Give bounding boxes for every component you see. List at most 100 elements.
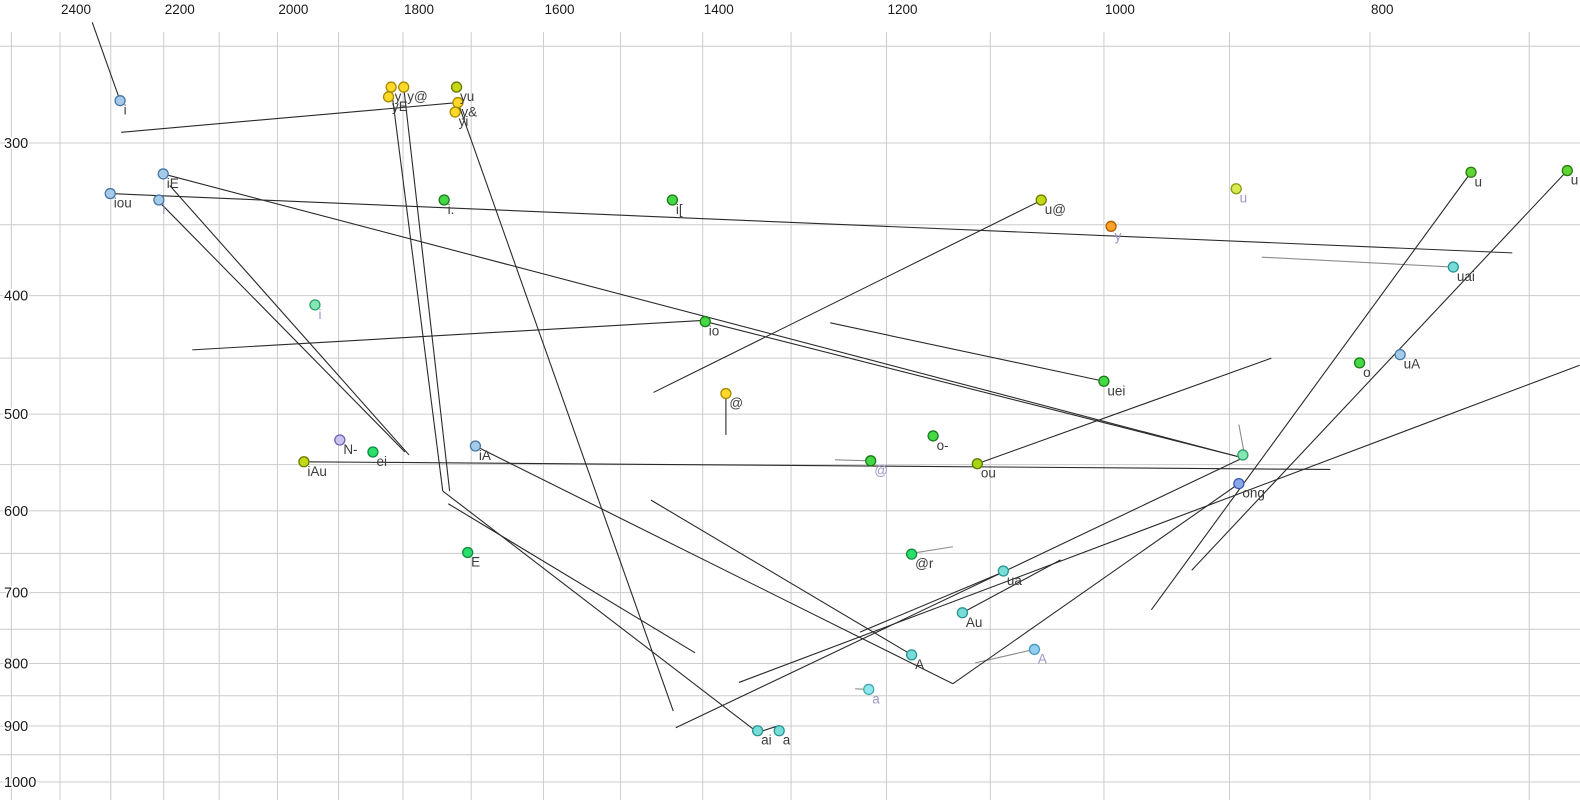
x-axis-tick-label: 1400: [704, 2, 734, 17]
trajectory-line: [390, 87, 444, 492]
data-point-uai: [1447, 261, 1459, 273]
data-point-i[: [666, 194, 679, 206]
x-axis-tick-label: 1600: [544, 2, 574, 17]
data-point-u@: [1035, 194, 1047, 206]
point-label-iA: iA: [479, 448, 491, 463]
point-label-y&: y&: [461, 105, 477, 120]
trajectory-line: [1150, 171, 1472, 611]
data-point-ai: [751, 725, 764, 737]
y-axis-tick-label: 700: [4, 586, 28, 602]
point-label-ua: ua: [1007, 573, 1023, 588]
data-point-@r: [905, 548, 918, 560]
data-point-E: [462, 546, 474, 559]
trajectory-line: [675, 457, 1244, 729]
data-point-iE: [157, 168, 169, 180]
trajectory-line: [447, 503, 696, 654]
point-label-ong: ong: [1242, 486, 1265, 501]
point-label-yi: yi: [459, 114, 469, 129]
x-axis-tick-label: 800: [1371, 2, 1394, 17]
gray-trajectory-line: [1238, 424, 1245, 454]
trajectory-line: [977, 357, 1272, 465]
trajectory-line: [650, 499, 912, 656]
trajectory-line: [1191, 170, 1568, 571]
gray-trajectory-line: [1261, 256, 1454, 268]
gray-trajectories: [834, 256, 1454, 690]
trajectory-line: [158, 201, 406, 453]
point-label-y: y: [1115, 228, 1122, 243]
data-point-i: [309, 299, 321, 311]
trajectory-line: [830, 322, 1105, 382]
point-label-@r: @r: [915, 556, 934, 571]
trajectory-line: [121, 102, 458, 133]
data-point-yE: [382, 91, 395, 103]
x-axis-tick-label: 1800: [404, 2, 434, 17]
data-point-ong: [1233, 477, 1245, 490]
data-point-@: [865, 455, 877, 467]
point-label-@: @: [729, 396, 743, 411]
point-label-io: io: [709, 324, 720, 339]
x-axis-tick-label: 1200: [888, 2, 918, 17]
data-point-uA: [1394, 348, 1406, 361]
trajectory-line: [442, 490, 758, 733]
x-axis-tick-label: 2000: [278, 2, 308, 17]
trajectory-line: [705, 321, 1243, 459]
x-axis-tick-label: 1000: [1105, 2, 1135, 17]
trajectory-line: [110, 193, 1513, 254]
data-point-o: [1353, 357, 1366, 369]
trajectory-line: [163, 173, 1244, 459]
data-point-u: [1465, 166, 1477, 178]
y-axis-tick-label: 800: [4, 657, 28, 673]
data-point-iAu: [298, 456, 310, 468]
trajectory-line: [952, 483, 1240, 685]
trajectory-line: [475, 445, 954, 685]
data-point-ou: [971, 458, 983, 470]
point-label-y@: y@: [407, 89, 427, 104]
point-label-yE: yE: [392, 99, 408, 114]
x-axis-tick-label: 2200: [165, 2, 195, 17]
data-point-yi: [449, 106, 461, 118]
data-point-A: [905, 649, 918, 661]
data-point-N-: [334, 434, 346, 446]
gray-trajectory-line: [975, 648, 1035, 664]
point-label-A: A: [1038, 651, 1047, 666]
trajectory-line: [403, 87, 451, 492]
y-axis-tick-label: 300: [4, 136, 28, 152]
data-point-@: [720, 387, 732, 400]
gray-trajectory-line: [911, 546, 953, 554]
trajectory-line: [962, 559, 1061, 614]
x-axis-tick-label: 2400: [61, 2, 91, 17]
point-label-i: i: [124, 103, 127, 118]
trajectory-line: [192, 319, 706, 351]
point-label-a: a: [872, 691, 880, 706]
point-label-iAu: iAu: [307, 464, 327, 479]
data-point-iA: [469, 440, 482, 452]
point-label-Au: Au: [966, 615, 983, 630]
data-point-a: [773, 725, 785, 737]
trajectory-line: [457, 102, 674, 712]
trajectory-line: [303, 461, 1331, 471]
data-point-unlabeled: [1237, 449, 1249, 461]
data-point-ua: [997, 565, 1009, 577]
point-label-ai: ai: [761, 733, 772, 748]
point-label-o: o: [1363, 365, 1371, 380]
data-point-i: [153, 194, 165, 206]
point-label-ei: ei: [376, 454, 387, 469]
point-label-i[: i[: [676, 202, 683, 217]
data-point-u: [1561, 164, 1573, 177]
data-point-i.: [438, 194, 450, 206]
point-label-iou: iou: [114, 196, 132, 211]
data-point-uei: [1098, 375, 1110, 387]
point-label-E: E: [471, 555, 480, 570]
data-point-iou: [104, 187, 116, 200]
point-label-A: A: [915, 657, 924, 672]
trajectory-line: [169, 185, 410, 456]
point-label-iE: iE: [167, 176, 179, 191]
y-axis-tick-label: 600: [4, 504, 28, 520]
data-point-i: [114, 95, 126, 107]
data-point-y: [1105, 220, 1117, 232]
point-label-u: u: [1475, 174, 1483, 189]
point-label-a: a: [783, 733, 791, 748]
